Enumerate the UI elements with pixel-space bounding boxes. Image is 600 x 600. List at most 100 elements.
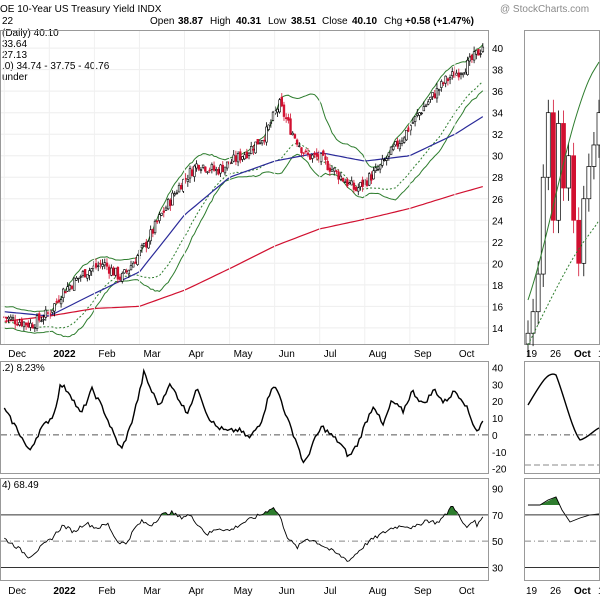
inset-bottom-x-tick-label: 19 — [526, 586, 538, 597]
candle-body — [121, 273, 124, 282]
candle-body — [241, 156, 244, 160]
candle-body — [433, 93, 436, 99]
candle-body — [72, 277, 76, 291]
candle-body — [319, 153, 323, 162]
candle-body — [162, 210, 165, 213]
candle-body — [481, 46, 485, 52]
candle-body — [127, 269, 131, 275]
candle-body — [431, 92, 434, 97]
high-value: 40.31 — [236, 16, 261, 27]
candle-body — [99, 262, 102, 265]
candle-body — [302, 152, 305, 154]
legend-ma-short: 33.64 — [2, 39, 27, 50]
watermark: @ StockCharts.com — [500, 4, 589, 15]
candle-body — [156, 220, 159, 223]
candle-body — [448, 77, 452, 80]
candle-body — [158, 214, 161, 221]
chg-label: Chg — [384, 16, 402, 27]
legend-year: 22 — [2, 16, 14, 27]
candle-body — [51, 310, 54, 313]
candle-body — [24, 322, 28, 326]
candle-body — [35, 315, 39, 329]
inset-x-tick-label: 26 — [550, 349, 562, 360]
candle-body — [381, 159, 384, 166]
roc-y-tick-label: 10 — [492, 414, 504, 425]
main-y-tick-label: 34 — [492, 109, 504, 120]
close-value: 40.10 — [352, 16, 377, 27]
candle-body — [245, 151, 249, 159]
inset-candle-body — [586, 166, 592, 200]
candle-body — [123, 269, 126, 274]
candle-body — [451, 71, 454, 76]
candle-body — [394, 141, 397, 146]
candle-body — [243, 154, 246, 160]
inset-x-tick-label: 19 — [526, 349, 538, 360]
candle-body — [129, 265, 133, 271]
candle-body — [466, 60, 469, 75]
candle-body — [217, 169, 220, 175]
candle-body — [59, 299, 63, 305]
candle-body — [7, 316, 10, 320]
inset-candle-body — [566, 155, 571, 189]
legend-daily: (Daily) 40.10 — [2, 28, 59, 39]
roc-y-tick-label: 0 — [492, 431, 498, 442]
candle-body — [149, 229, 152, 242]
ma-short-line — [4, 116, 484, 317]
candle-body — [107, 266, 111, 274]
bottom-x-tick-label: Jun — [279, 586, 295, 597]
bottom-x-tick-label: Mar — [143, 586, 161, 597]
candle-body — [278, 99, 281, 113]
candle-body — [387, 152, 391, 157]
bottom-x-tick-label: Sep — [414, 586, 432, 597]
candle-body — [405, 129, 408, 141]
candle-body — [304, 150, 308, 153]
candle-body — [300, 147, 303, 154]
candle-body — [77, 277, 80, 280]
candle-body — [83, 269, 87, 278]
candle-body — [457, 72, 461, 78]
candle-body — [219, 164, 222, 174]
inset-candle-body — [581, 198, 587, 264]
inset-candle-body — [556, 123, 561, 221]
candle-body — [169, 199, 172, 206]
candle-body — [147, 241, 150, 249]
candle-body — [352, 182, 356, 190]
candle-body — [398, 143, 402, 150]
candle-body — [140, 245, 144, 249]
candle-body — [136, 255, 139, 265]
main-x-tick-label: Sep — [414, 349, 432, 360]
candle-body — [112, 267, 115, 276]
candle-body — [252, 148, 255, 151]
candle-body — [225, 161, 229, 169]
candle-body — [215, 169, 218, 172]
candle-body — [114, 267, 117, 276]
inset-candle-body — [576, 219, 582, 264]
candle-body — [16, 323, 19, 326]
candle-body — [378, 164, 382, 170]
candle-body — [195, 163, 198, 169]
candle-body — [193, 165, 196, 177]
main-y-tick-label: 38 — [492, 66, 504, 77]
inset-candle-body — [571, 155, 576, 221]
candle-body — [313, 152, 316, 155]
candle-body — [479, 53, 482, 55]
open-label: Open — [150, 16, 174, 27]
inset-roc-line — [527, 373, 600, 441]
candle-body — [442, 82, 445, 85]
candle-body — [322, 150, 325, 156]
candle-body — [455, 72, 458, 76]
candle-body — [293, 134, 297, 139]
candle-body — [164, 207, 168, 211]
candle-body — [86, 274, 89, 279]
inset-candle-body — [596, 112, 600, 146]
candle-body — [142, 242, 146, 247]
candle-body — [70, 285, 74, 289]
bottom-x-tick-label: Oct — [459, 586, 475, 597]
candle-body — [68, 285, 72, 290]
candle-body — [20, 319, 23, 327]
candle-body — [291, 132, 294, 136]
main-y-tick-label: 26 — [492, 195, 504, 206]
candle-body — [118, 276, 122, 280]
main-y-tick-label: 22 — [492, 238, 504, 249]
candle-body — [444, 75, 447, 84]
